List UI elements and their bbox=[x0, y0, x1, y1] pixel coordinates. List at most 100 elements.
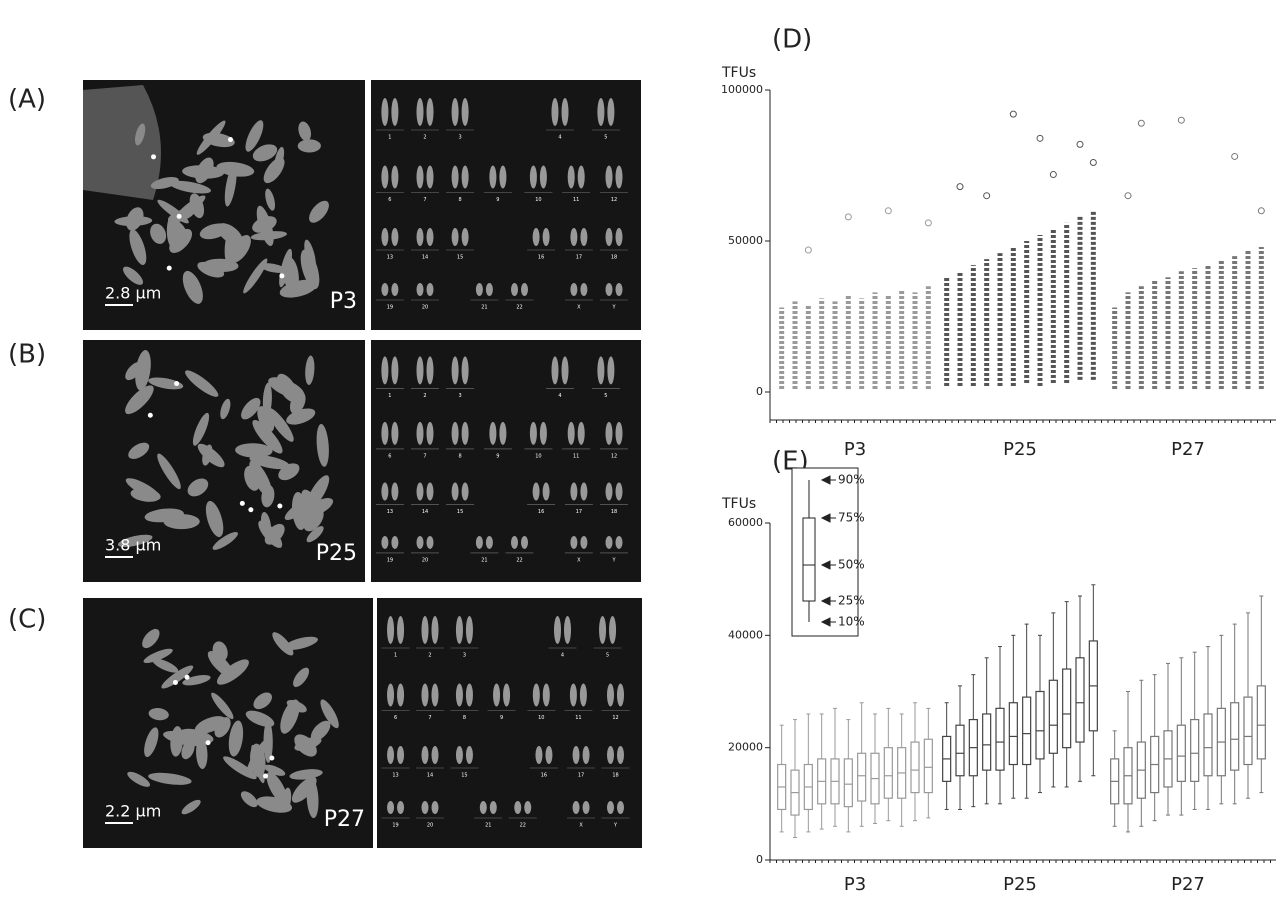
chromosome bbox=[451, 356, 459, 385]
chromosome bbox=[416, 228, 424, 246]
y-tick-label: 0 bbox=[756, 853, 763, 866]
telomere-spot bbox=[172, 679, 178, 685]
karyotype-number: 22 bbox=[516, 557, 522, 563]
chromosome bbox=[187, 478, 209, 497]
karyotype-number: 8 bbox=[459, 197, 462, 203]
chromosome bbox=[503, 683, 511, 707]
chromosome bbox=[381, 535, 389, 549]
karyotype-number: 6 bbox=[388, 453, 391, 459]
outlier-point bbox=[1076, 140, 1084, 148]
legend-box bbox=[791, 467, 859, 637]
karyotype-number: 5 bbox=[604, 135, 607, 141]
chromosome bbox=[252, 419, 283, 454]
chromosome bbox=[461, 228, 469, 246]
telomere-spot bbox=[176, 213, 182, 219]
chromosome bbox=[381, 482, 389, 501]
scale-label: 3.8 μm bbox=[105, 536, 161, 555]
chromosome bbox=[196, 737, 208, 770]
karyotype-number: 18 bbox=[611, 255, 617, 261]
chromosome bbox=[309, 200, 329, 223]
chromosome bbox=[455, 683, 463, 707]
chromosome bbox=[551, 356, 559, 385]
box bbox=[857, 752, 867, 802]
chromosome bbox=[212, 531, 238, 550]
telomere-spot bbox=[269, 755, 275, 761]
karyotype-image bbox=[371, 80, 641, 330]
chromosome bbox=[387, 746, 395, 764]
box bbox=[1062, 668, 1072, 749]
chromosome bbox=[166, 216, 177, 247]
chromosome bbox=[605, 421, 613, 445]
chromosome bbox=[179, 728, 214, 744]
chromosome bbox=[421, 746, 429, 764]
telomere-spot bbox=[279, 273, 285, 279]
chromosome bbox=[152, 658, 179, 673]
chromosome bbox=[511, 283, 518, 296]
chromosome bbox=[570, 482, 578, 501]
chromosome bbox=[461, 421, 469, 445]
karyotype-number: 2 bbox=[423, 393, 426, 399]
karyotype-number: 20 bbox=[422, 305, 428, 311]
chromosome bbox=[580, 482, 588, 501]
karyotype-number: 10 bbox=[538, 715, 544, 721]
telomere-spot bbox=[147, 412, 153, 418]
chromosome bbox=[455, 616, 463, 644]
chromosome bbox=[211, 692, 234, 720]
box bbox=[923, 738, 933, 794]
chromosome bbox=[294, 734, 317, 757]
box bbox=[1008, 702, 1018, 766]
chromosome bbox=[310, 720, 331, 741]
chromosome bbox=[529, 421, 537, 445]
chromosome bbox=[605, 535, 613, 549]
box bbox=[843, 758, 853, 808]
box bbox=[883, 747, 893, 799]
outlier-point bbox=[804, 246, 812, 254]
chromosome bbox=[567, 421, 575, 445]
chromosome bbox=[127, 771, 151, 787]
chromosome bbox=[148, 772, 192, 785]
chromosome bbox=[126, 207, 144, 231]
group-label: P27 bbox=[1171, 439, 1205, 460]
chromosome bbox=[397, 683, 405, 707]
karyotype-number: 12 bbox=[611, 453, 617, 459]
panel-label: (A) bbox=[8, 85, 46, 115]
chromosome bbox=[284, 636, 318, 650]
chromosome bbox=[599, 616, 607, 644]
karyotype-number: 1 bbox=[394, 653, 397, 659]
chromosome bbox=[235, 443, 273, 458]
karyotype-number: X bbox=[577, 305, 581, 311]
chromosome bbox=[298, 121, 312, 142]
chromosome bbox=[426, 421, 434, 445]
chromosome bbox=[489, 421, 497, 445]
karyotype-number: 15 bbox=[457, 509, 463, 515]
chromosome bbox=[214, 717, 231, 738]
chromosome bbox=[605, 482, 613, 501]
chromosome bbox=[597, 98, 605, 126]
chromosome bbox=[617, 683, 624, 707]
karyotype-number: 8 bbox=[463, 715, 466, 721]
karyotype-number: X bbox=[577, 557, 581, 563]
karyotype-number: 4 bbox=[558, 135, 561, 141]
chromosome bbox=[157, 453, 181, 490]
legend-arrow bbox=[820, 617, 836, 627]
chromosome bbox=[276, 373, 299, 403]
legend-label: 10% bbox=[838, 615, 865, 629]
outlier-point bbox=[1137, 119, 1145, 127]
chromosome bbox=[257, 406, 275, 433]
box bbox=[995, 707, 1005, 771]
chromosome bbox=[511, 535, 518, 549]
outlier-point bbox=[1177, 116, 1185, 124]
karyotype-number: 9 bbox=[500, 715, 503, 721]
telomere-spot bbox=[205, 740, 211, 746]
chromosome bbox=[397, 616, 405, 644]
chromosome bbox=[291, 491, 307, 531]
box bbox=[1190, 718, 1200, 782]
outlier-point bbox=[1257, 207, 1265, 215]
outlier-point bbox=[1231, 152, 1239, 160]
chromosome bbox=[289, 391, 306, 414]
chromosome bbox=[539, 421, 547, 445]
karyotype-number: 2 bbox=[423, 135, 426, 141]
karyotype-number: 10 bbox=[535, 453, 541, 459]
chromosome bbox=[194, 716, 226, 734]
karyotype-number: 18 bbox=[611, 509, 617, 515]
